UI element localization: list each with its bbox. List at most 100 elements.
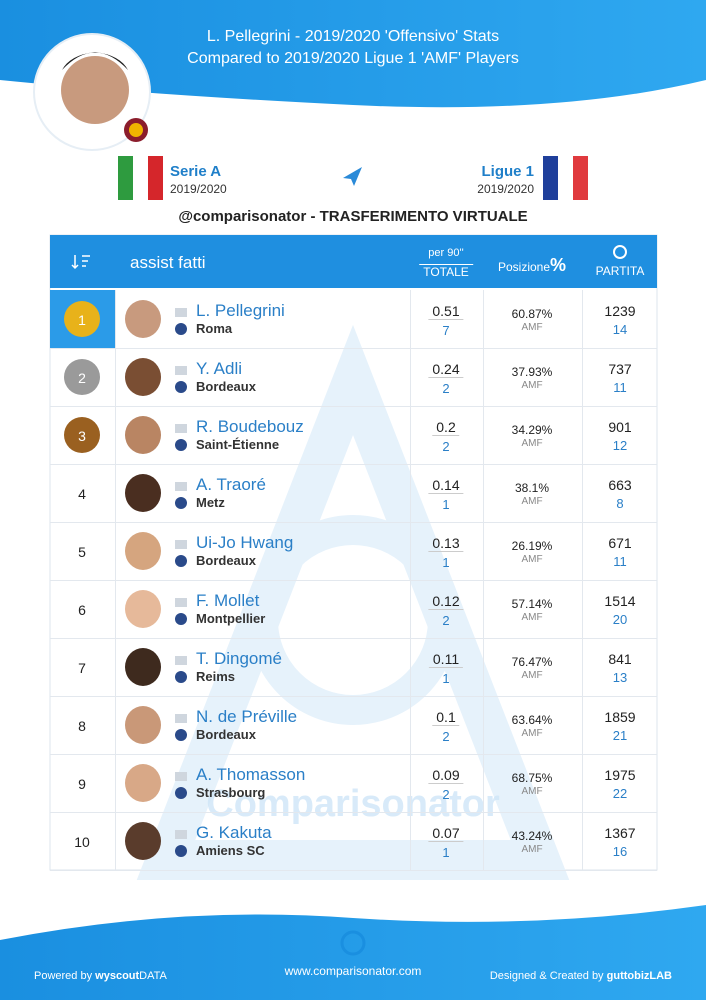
rank: 1 <box>78 312 86 328</box>
minutes-value: 663 <box>608 477 632 493</box>
flag <box>175 482 187 491</box>
row-divider <box>50 638 657 639</box>
flag <box>175 308 187 317</box>
position-label: AMF <box>521 670 543 681</box>
matches-value: 14 <box>612 322 628 337</box>
column-header: Posizione% <box>498 255 566 276</box>
column-divider <box>410 638 411 696</box>
club-badge <box>175 323 187 335</box>
player-photo <box>125 590 161 628</box>
rank: 9 <box>78 776 86 792</box>
per90-value: 0.09 <box>428 767 464 784</box>
column-divider <box>582 348 583 406</box>
column-divider <box>483 580 484 638</box>
per90-value: 0.2 <box>432 419 460 436</box>
row-divider <box>50 348 657 349</box>
rank-medal <box>64 301 100 337</box>
column-divider <box>410 464 411 522</box>
matches-value: 22 <box>612 786 628 801</box>
flag <box>175 772 187 781</box>
minutes-value: 841 <box>608 651 632 667</box>
column-divider <box>410 348 411 406</box>
column-divider <box>483 290 484 348</box>
player-photo <box>125 764 161 802</box>
footer-text: DATA <box>139 970 167 982</box>
rank: 3 <box>78 428 86 444</box>
league-season: 2019/2020 <box>477 182 534 196</box>
minutes-value: 901 <box>608 419 632 435</box>
player-name: Ui-Jo Hwang <box>196 533 294 552</box>
column-divider <box>115 580 116 638</box>
column-divider <box>483 638 484 696</box>
total-value: 1 <box>442 671 450 686</box>
rank-medal <box>64 359 100 395</box>
column-divider <box>483 812 484 870</box>
footer-left: Powered by wyscoutDATA <box>34 970 167 982</box>
club-badge <box>175 787 187 799</box>
player-photo <box>125 358 161 396</box>
footer-text: Powered by <box>34 970 93 982</box>
player-photo <box>125 706 161 744</box>
metric-header: assist fatti <box>130 253 206 272</box>
minutes-value: 1859 <box>604 709 636 725</box>
column-divider <box>582 464 583 522</box>
total-value: 1 <box>442 555 450 570</box>
position-label: AMF <box>521 322 543 333</box>
column-header-text: Posizione <box>497 260 551 274</box>
per90-value: 0.12 <box>428 593 464 610</box>
league-season: 2019/2020 <box>170 182 227 196</box>
matches-value: 20 <box>612 612 628 627</box>
column-divider <box>582 812 583 870</box>
row-divider <box>50 812 657 813</box>
column-divider <box>115 290 116 348</box>
player-name: N. de Préville <box>196 707 298 726</box>
position-percent: 37.93% <box>511 365 553 379</box>
player-name: T. Dingomé <box>196 649 282 668</box>
watermark: Comparisonator <box>206 783 500 825</box>
team-name: Saint-Étienne <box>196 437 280 452</box>
position-label: AMF <box>521 554 543 565</box>
position-label: AMF <box>521 438 543 449</box>
club-badge <box>175 555 187 567</box>
position-label: AMF <box>521 612 543 623</box>
column-divider <box>115 638 116 696</box>
column-header: per 90'' <box>428 247 464 259</box>
flag <box>175 598 187 607</box>
total-value: 1 <box>442 497 450 512</box>
team-name: Strasbourg <box>196 785 266 800</box>
club-badge <box>175 671 187 683</box>
position-label: AMF <box>521 728 543 739</box>
per90-value: 0.51 <box>428 303 464 320</box>
column-divider <box>582 638 583 696</box>
player-name: R. Boudebouz <box>196 417 304 436</box>
position-percent: 76.47% <box>511 655 553 669</box>
column-divider <box>483 348 484 406</box>
column-divider <box>115 754 116 812</box>
per90-value: 0.14 <box>428 477 464 494</box>
position-label: AMF <box>521 380 543 391</box>
flag <box>175 714 187 723</box>
rank-medal <box>64 417 100 453</box>
column-divider <box>115 812 116 870</box>
column-divider <box>410 580 411 638</box>
team-name: Roma <box>196 321 233 336</box>
player-photo <box>125 648 161 686</box>
column-header: TOTALE <box>419 264 473 279</box>
rank: 5 <box>78 544 86 560</box>
column-divider <box>410 696 411 754</box>
team-name: Bordeaux <box>196 379 256 394</box>
column-divider <box>410 812 411 870</box>
player-name: F. Mollet <box>196 591 260 610</box>
footer-brand: wyscout <box>95 970 140 982</box>
player-name: L. Pellegrini <box>196 301 285 320</box>
column-divider <box>582 290 583 348</box>
row-divider <box>50 522 657 523</box>
club-badge <box>175 613 187 625</box>
footer-website[interactable]: www.comparisonator.com <box>284 964 422 978</box>
club-badge <box>175 497 187 509</box>
rank: 10 <box>74 834 90 850</box>
minutes-value: 1975 <box>604 767 636 783</box>
flag <box>175 656 187 665</box>
rank: 4 <box>78 486 86 502</box>
